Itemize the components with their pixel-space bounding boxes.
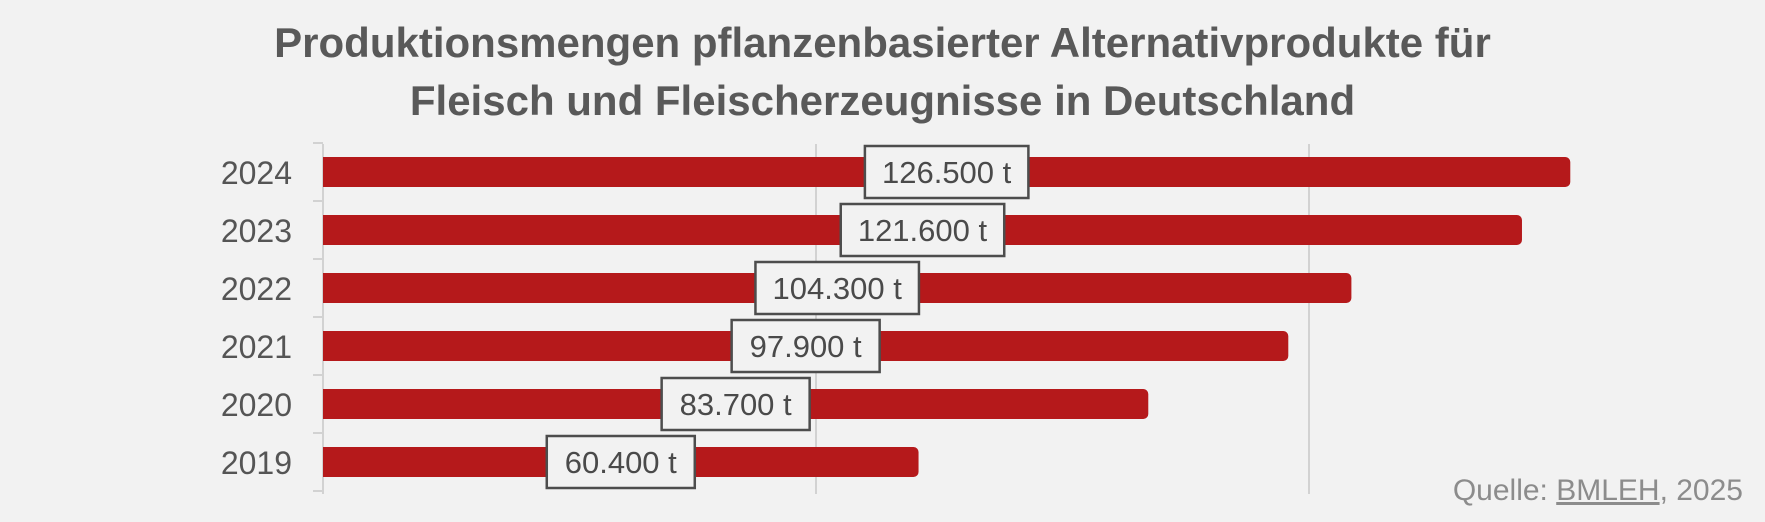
chart-title-line-1: Produktionsmengen pflanzenbasierter Alte…: [274, 19, 1491, 66]
data-label: 60.400 t: [565, 445, 677, 480]
source-link[interactable]: BMLEH: [1556, 474, 1660, 507]
data-label: 104.300 t: [773, 271, 903, 306]
source-prefix: Quelle:: [1452, 474, 1557, 507]
source-note: Quelle: BMLEH, 2025: [1453, 474, 1743, 508]
chart-title-line-2: Fleisch und Fleischerzeugnisse in Deutsc…: [409, 77, 1356, 124]
bar-left-edge: [323, 447, 333, 477]
data-label-box: [660, 376, 811, 432]
data-label-box: [730, 318, 881, 374]
bar-left-edge: [323, 389, 333, 419]
y-tick-label: 2019: [221, 445, 292, 481]
y-tick-label: 2020: [221, 387, 292, 423]
bar-left-edge: [323, 273, 333, 303]
data-label-box: [754, 260, 921, 316]
y-tick-label: 2021: [221, 329, 292, 365]
bar-left-edge: [323, 331, 333, 361]
data-label: 126.500 t: [882, 155, 1012, 190]
y-tick-label: 2023: [221, 213, 292, 249]
data-label-box: [545, 434, 697, 490]
data-label-box: [839, 202, 1006, 258]
data-label: 97.900 t: [750, 329, 862, 364]
bar-left-edge: [323, 215, 333, 245]
y-tick-label: 2024: [221, 155, 292, 191]
source-suffix: , 2025: [1659, 474, 1743, 507]
chart-title: Produktionsmengen pflanzenbasierter Alte…: [0, 14, 1765, 130]
data-label: 121.600 t: [858, 213, 988, 248]
data-label: 83.700 t: [680, 387, 792, 422]
y-tick-label: 2022: [221, 271, 292, 307]
data-label-box: [863, 144, 1030, 200]
bar-left-edge: [323, 157, 333, 187]
